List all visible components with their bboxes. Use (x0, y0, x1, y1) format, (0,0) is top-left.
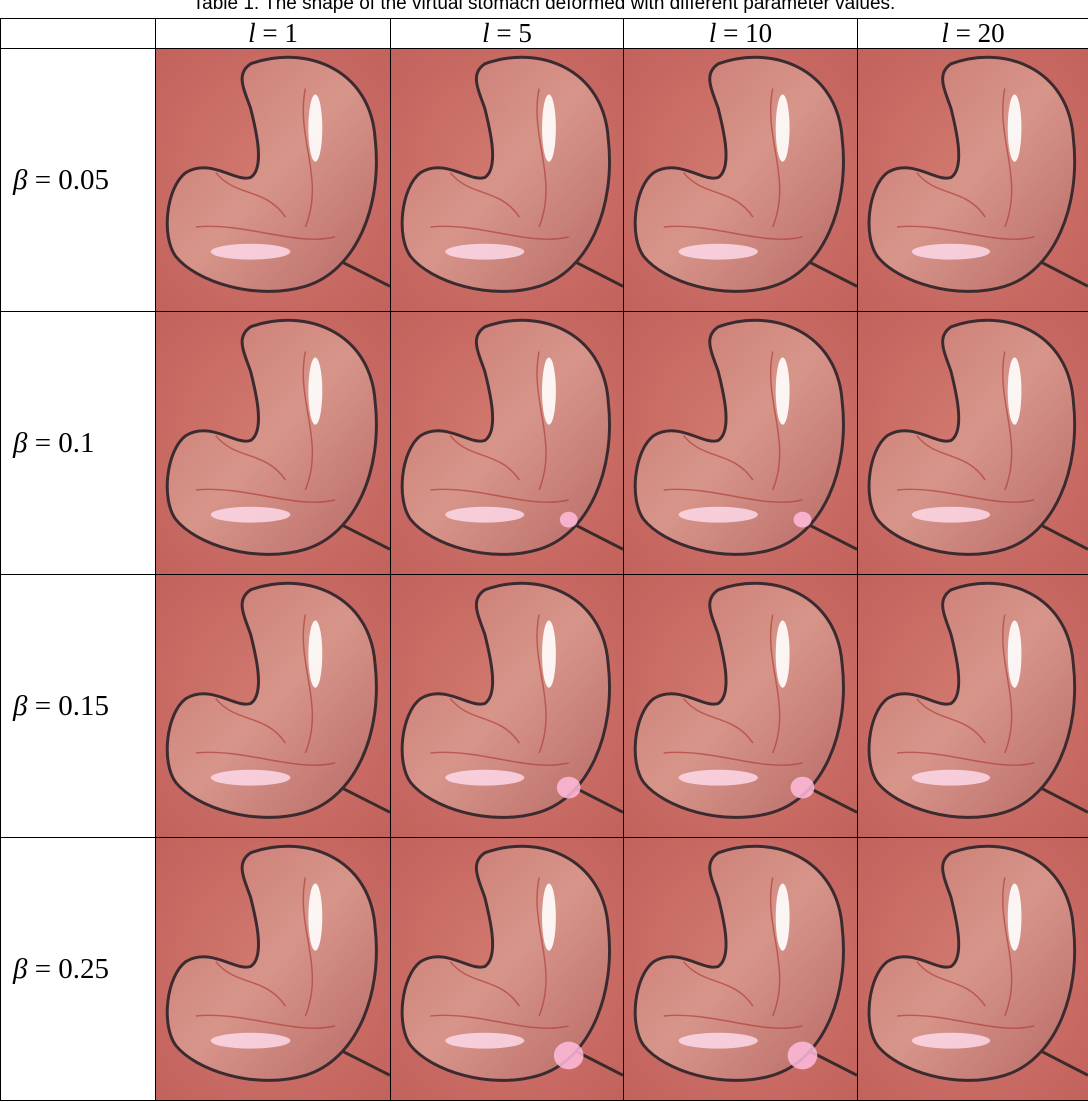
row-header: β = 0.15 (1, 575, 156, 838)
column-label: l = 10 (709, 19, 772, 48)
corner-cell (1, 19, 156, 49)
stomach-image (391, 575, 623, 837)
stomach-image (858, 312, 1088, 574)
column-label: l = 5 (482, 19, 532, 48)
caption: Table 1. The shape of the virtual stomac… (0, 0, 1088, 15)
image-cell (156, 575, 391, 838)
image-cell (624, 838, 858, 1101)
row-header: β = 0.1 (1, 312, 156, 575)
stomach-image (156, 312, 390, 574)
column-header: l = 10 (624, 19, 858, 49)
table-row: β = 0.1 (1, 312, 1088, 575)
row-label: β = 0.05 (13, 164, 109, 197)
image-cell (858, 575, 1088, 838)
image-cell (858, 312, 1088, 575)
image-cell (391, 838, 624, 1101)
stomach-image (156, 575, 390, 837)
table-row: β = 0.15 (1, 575, 1088, 838)
stomach-image (624, 575, 857, 837)
image-cell (391, 312, 624, 575)
image-cell (858, 838, 1088, 1101)
table-row: β = 0.25 (1, 838, 1088, 1101)
table-body: β = 0.05 β = 0.1 β = 0.15 β = 0.25 (1, 49, 1088, 1101)
stomach-image (858, 575, 1088, 837)
image-cell (391, 49, 624, 312)
image-cell (391, 575, 624, 838)
row-label: β = 0.25 (13, 953, 109, 986)
stomach-image (624, 312, 857, 574)
image-cell (624, 49, 858, 312)
image-cell (156, 49, 391, 312)
image-cell (858, 49, 1088, 312)
row-label: β = 0.1 (13, 427, 95, 460)
table-row: β = 0.05 (1, 49, 1088, 312)
column-header: l = 20 (858, 19, 1088, 49)
image-cell (156, 838, 391, 1101)
row-header: β = 0.05 (1, 49, 156, 312)
stomach-image (156, 49, 390, 311)
stomach-image (391, 312, 623, 574)
image-cell (624, 575, 858, 838)
stomach-image (156, 838, 390, 1100)
page: {"caption": "Table 1. The shape of the v… (0, 0, 1088, 1102)
stomach-image (624, 49, 857, 311)
header-row: l = 1 l = 5 l = 10 l = 20 (1, 19, 1088, 49)
row-label: β = 0.15 (13, 690, 109, 723)
stomach-image (391, 838, 623, 1100)
column-header: l = 5 (391, 19, 624, 49)
row-header: β = 0.25 (1, 838, 156, 1101)
image-cell (156, 312, 391, 575)
stomach-image (391, 49, 623, 311)
stomach-image (624, 838, 857, 1100)
column-label: l = 20 (941, 19, 1004, 48)
column-label: l = 1 (248, 19, 298, 48)
stomach-image (858, 49, 1088, 311)
image-cell (624, 312, 858, 575)
stomach-image (858, 838, 1088, 1100)
column-header: l = 1 (156, 19, 391, 49)
